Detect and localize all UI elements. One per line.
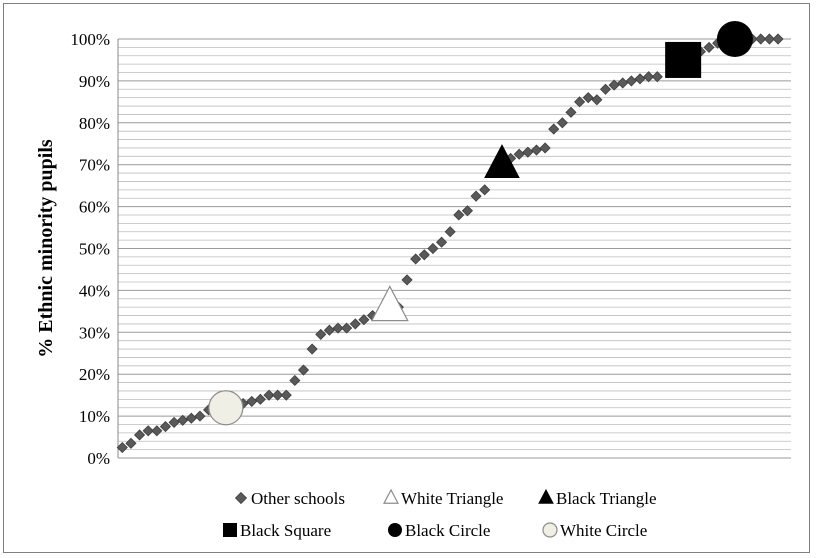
other-schools-point	[574, 96, 586, 108]
other-schools-point	[159, 421, 172, 433]
other-schools-point	[444, 226, 456, 238]
other-schools-point	[116, 441, 128, 454]
y-tick-label: 20%	[79, 365, 110, 384]
other-schools-point	[772, 33, 784, 45]
other-schools-point	[617, 77, 629, 89]
y-tick-label: 60%	[79, 198, 110, 217]
other-schools-point	[625, 75, 637, 87]
y-tick-label: 0%	[87, 449, 110, 468]
chart-frame: 0% 10% 20% 30% 40% 50% 60% 70% 80% 90% 100% % Ethn…	[3, 3, 810, 553]
legend-label-black-circle: Black Circle	[405, 521, 490, 540]
white-circle-point	[208, 390, 244, 426]
other-schools-point	[323, 324, 335, 336]
other-schools-point	[565, 106, 577, 118]
other-schools-point	[246, 395, 258, 408]
y-tick-label: 90%	[79, 72, 110, 91]
other-schools-point	[280, 389, 292, 401]
other-schools-point	[272, 389, 284, 401]
other-schools-point	[125, 437, 137, 449]
scatter-chart: 0% 10% 20% 30% 40% 50% 60% 70% 80% 90% 100% % Ethn…	[35, 21, 791, 540]
other-schools-point	[341, 322, 353, 334]
other-schools-point	[763, 33, 775, 45]
other-schools-point	[142, 425, 154, 437]
legend-label-other-schools: Other schools	[251, 489, 345, 508]
other-schools-point	[461, 205, 474, 217]
other-schools-point	[479, 184, 491, 196]
other-schools-point	[349, 318, 361, 330]
other-schools-point	[453, 209, 465, 221]
legend-label-black-square: Black Square	[240, 521, 331, 540]
y-axis: 0% 10% 20% 30% 40% 50% 60% 70% 80% 90% 100%	[70, 30, 119, 468]
other-schools-point	[582, 92, 594, 104]
other-schools-point	[134, 429, 146, 441]
other-schools-point	[548, 123, 560, 135]
other-schools-point	[332, 322, 344, 334]
other-schools-point	[263, 389, 275, 401]
other-schools-point	[755, 33, 767, 45]
y-tick-label: 80%	[79, 114, 110, 133]
other-schools-point	[599, 83, 612, 95]
other-schools-point	[703, 41, 715, 53]
black-circle-point	[716, 21, 753, 57]
other-schools-point	[168, 416, 180, 428]
legend-marker-black-triangle	[538, 488, 554, 504]
other-schools-point	[185, 412, 197, 424]
legend-marker-black-circle	[388, 523, 402, 537]
y-tick-label: 100%	[70, 30, 110, 49]
other-schools-point	[556, 117, 568, 129]
other-schools-point	[194, 410, 206, 422]
other-schools-point	[418, 249, 430, 261]
legend-label-black-triangle: Black Triangle	[556, 489, 657, 508]
legend-marker-white-triangle	[383, 488, 399, 504]
other-schools-point	[427, 242, 439, 255]
other-schools-point	[513, 148, 525, 160]
other-schools-point	[297, 364, 310, 376]
black-triangle-point	[484, 144, 520, 178]
other-schools-point	[254, 393, 266, 405]
other-schools-point	[470, 190, 482, 202]
other-schools-point	[539, 142, 551, 154]
other-schools-point	[306, 343, 318, 355]
other-schools-point	[358, 314, 370, 326]
y-axis-label: % Ethnic minority pupils	[35, 139, 57, 358]
other-schools-point	[522, 146, 534, 158]
other-schools-point	[651, 71, 663, 83]
y-tick-label: 70%	[79, 156, 110, 175]
other-schools-point	[151, 425, 163, 437]
other-schools-point	[608, 79, 620, 91]
other-schools-point	[289, 374, 301, 387]
plot-area	[116, 21, 784, 454]
other-schools-point	[530, 144, 543, 156]
y-tick-label: 50%	[79, 240, 110, 259]
y-tick-label: 40%	[79, 281, 110, 300]
legend-marker-white-circle	[542, 522, 558, 538]
black-square-point	[665, 41, 702, 78]
other-schools-point	[591, 94, 603, 106]
other-schools-point	[643, 71, 655, 83]
y-tick-label: 30%	[79, 323, 110, 342]
other-schools-point	[401, 274, 413, 286]
legend: Other schools White Triangle Black Triangl…	[223, 488, 657, 540]
other-schools-point	[177, 414, 189, 426]
other-schools-point	[315, 328, 327, 340]
other-schools-point	[435, 236, 448, 248]
white-triangle-point	[370, 285, 409, 322]
legend-marker-other-schools	[234, 491, 248, 505]
legend-marker-black-square	[223, 523, 237, 537]
other-schools-point	[634, 73, 646, 85]
other-schools-point	[410, 253, 422, 265]
y-tick-label: 10%	[79, 407, 110, 426]
legend-label-white-circle: White Circle	[560, 521, 647, 540]
legend-label-white-triangle: White Triangle	[401, 489, 503, 508]
